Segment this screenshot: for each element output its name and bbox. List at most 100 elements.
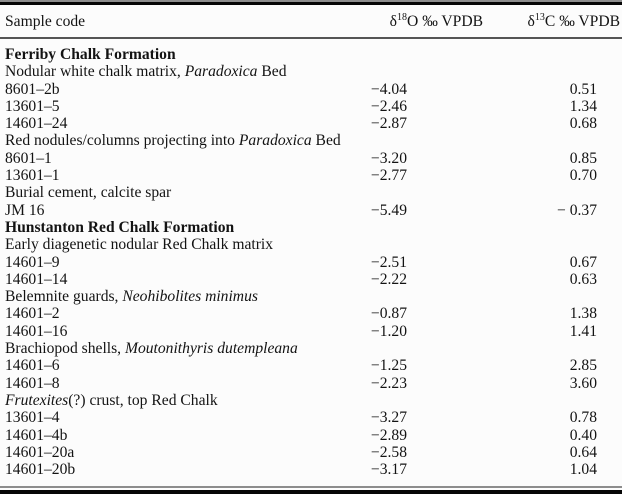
d18o-value-cell: −0.87	[370, 305, 407, 323]
d18o-value-cell: −2.89	[370, 426, 407, 444]
sample-code-cell: 14601–6	[5, 357, 60, 375]
d18o-value-cell: −3.20	[370, 149, 407, 167]
label-text: Bed	[311, 132, 341, 150]
sample-code-cell: 14601–16	[5, 322, 68, 340]
sample-code-cell: Red nodules/columns projecting into Para…	[0, 132, 622, 149]
label-text: Ferriby Chalk Formation	[5, 46, 176, 63]
d18o-value-cell: −2.51	[370, 253, 407, 271]
d13c-value-cell: 1.04	[569, 461, 597, 479]
header-separator-rule	[0, 37, 622, 39]
delta-symbol: δ	[527, 13, 535, 30]
label-text: Belemnite guards,	[5, 288, 123, 306]
table-row: 14601–4b −2.89 0.40	[0, 427, 622, 444]
taxon-name: Moutonithyris dutempleana	[124, 340, 298, 358]
table-row: 14601–24 −2.87 0.68	[0, 115, 622, 132]
table-row: 14601–6 −1.25 2.85	[0, 357, 622, 374]
d13c-value-cell: − 0.37	[557, 201, 597, 219]
taxon-name: Frutexites	[5, 391, 69, 409]
sample-code-cell: 13601–1	[5, 167, 60, 185]
bottom-rules	[0, 486, 622, 494]
d13c-value-cell: 1.34	[569, 97, 597, 115]
mass-number-superscript: 18	[397, 11, 408, 23]
d13c-value-cell: 3.60	[569, 374, 597, 392]
sample-code-cell: 14601–8	[5, 374, 60, 392]
taxon-name: Paradoxica	[238, 132, 312, 150]
table-header-row: Sample code δ18O ‰ VPDB δ13C ‰ VPDB	[0, 5, 622, 37]
top-rule-black	[0, 2, 622, 5]
group-label-row: Belemnite guards, Neohibolites minimus	[0, 288, 622, 305]
sample-code-cell: Brachiopod shells, Moutonithyris dutempl…	[0, 340, 622, 357]
d18o-value-cell: −2.77	[370, 167, 407, 185]
sample-code-column-header: Sample code	[5, 13, 86, 30]
d18o-value-cell: −2.22	[370, 270, 407, 288]
table-row: 14601–20a −2.58 0.64	[0, 444, 622, 461]
sample-code-cell: Hunstanton Red Chalk Formation	[0, 219, 622, 236]
d18o-value-cell: −3.17	[370, 461, 407, 479]
table-row: 14601–14 −2.22 0.63	[0, 271, 622, 288]
section-heading-row: Ferriby Chalk Formation	[0, 46, 622, 63]
top-rule-gray	[0, 0, 622, 2]
d13c-value-cell: 0.67	[569, 253, 597, 271]
table-row: 14601–2 −0.87 1.38	[0, 305, 622, 322]
sample-code-cell: 13601–5	[5, 97, 60, 115]
sample-code-cell: 14601–4b	[5, 426, 68, 444]
d13c-value-cell: 0.68	[569, 115, 597, 133]
label-text: Bed	[257, 63, 287, 81]
d13c-value-cell: 0.63	[569, 270, 597, 288]
bottom-rule-black	[0, 490, 622, 494]
table-row: 13601–5 −2.46 1.34	[0, 98, 622, 115]
d18o-value-cell: −2.58	[370, 443, 407, 461]
sample-code-cell: JM 16	[5, 201, 45, 219]
delta-symbol: δ	[389, 13, 398, 30]
d18o-value-cell: −2.46	[370, 97, 407, 115]
d18o-value-cell: −1.25	[370, 357, 407, 375]
d18o-value-cell: −5.49	[370, 201, 407, 219]
d18o-value-cell: −3.27	[370, 409, 407, 427]
d13c-value-cell: 0.64	[569, 443, 597, 461]
bottom-rule-gap	[0, 488, 622, 490]
label-text: Brachiopod shells,	[5, 340, 125, 358]
label-text: Burial cement, calcite spar	[5, 184, 172, 202]
d13c-value-cell: 1.41	[569, 322, 597, 340]
sample-code-cell: Early diagenetic nodular Red Chalk matri…	[0, 236, 622, 253]
sample-code-cell: 8601–1	[5, 149, 52, 167]
d18o-value-cell: −1.20	[370, 322, 407, 340]
table-row: 14601–9 −2.51 0.67	[0, 254, 622, 271]
table-row: 13601–1 −2.77 0.70	[0, 167, 622, 184]
sample-code-cell: Belemnite guards, Neohibolites minimus	[0, 288, 622, 305]
d18o-value-cell: −2.87	[370, 115, 407, 133]
sample-code-cell: Frutexites(?) crust, top Red Chalk	[0, 392, 622, 409]
d13c-value-cell: 0.78	[569, 409, 597, 427]
label-text: (?) crust, top Red Chalk	[68, 391, 218, 409]
taxon-name: Neohibolites minimus	[122, 288, 258, 306]
sample-code-cell: 14601–20a	[5, 443, 75, 461]
group-label-row: Frutexites(?) crust, top Red Chalk	[0, 392, 622, 409]
table-row: 8601–2b −4.04 0.51	[0, 81, 622, 98]
taxon-name: Paradoxica	[184, 63, 258, 81]
d13c-value-cell: 0.40	[569, 426, 597, 444]
bottom-rule-gray	[0, 486, 622, 488]
sample-code-cell: 14601–2	[5, 305, 60, 323]
group-label-row: Nodular white chalk matrix, Paradoxica B…	[0, 63, 622, 80]
d18o-value-cell: −4.04	[370, 80, 407, 98]
group-label-row: Red nodules/columns projecting into Para…	[0, 132, 622, 149]
table-body: Ferriby Chalk Formation Nodular white cha…	[0, 39, 622, 478]
d18o-column-header: δ18O ‰ VPDB	[330, 11, 487, 31]
group-label-row: Brachiopod shells, Moutonithyris dutempl…	[0, 340, 622, 357]
label-text: Nodular white chalk matrix,	[5, 63, 185, 81]
mass-number-superscript: 13	[534, 11, 545, 23]
d13c-value-cell: 0.70	[569, 167, 597, 185]
group-label-row: Early diagenetic nodular Red Chalk matri…	[0, 236, 622, 253]
sample-code-cell: 14601–20b	[5, 461, 76, 479]
sample-code-cell: Burial cement, calcite spar	[0, 184, 622, 201]
sample-code-cell: 14601–24	[5, 115, 68, 133]
d18o-value-cell: −2.23	[370, 374, 407, 392]
group-label-row: Burial cement, calcite spar	[0, 184, 622, 201]
sample-code-cell: Nodular white chalk matrix, Paradoxica B…	[0, 63, 622, 80]
d13c-column-header: δ13C ‰ VPDB	[487, 11, 622, 31]
label-text: Early diagenetic nodular Red Chalk matri…	[5, 236, 274, 254]
unit-text: C ‰ VPDB	[544, 13, 620, 30]
unit-text: O ‰ VPDB	[407, 13, 483, 30]
sample-code-cell: 14601–14	[5, 270, 68, 288]
